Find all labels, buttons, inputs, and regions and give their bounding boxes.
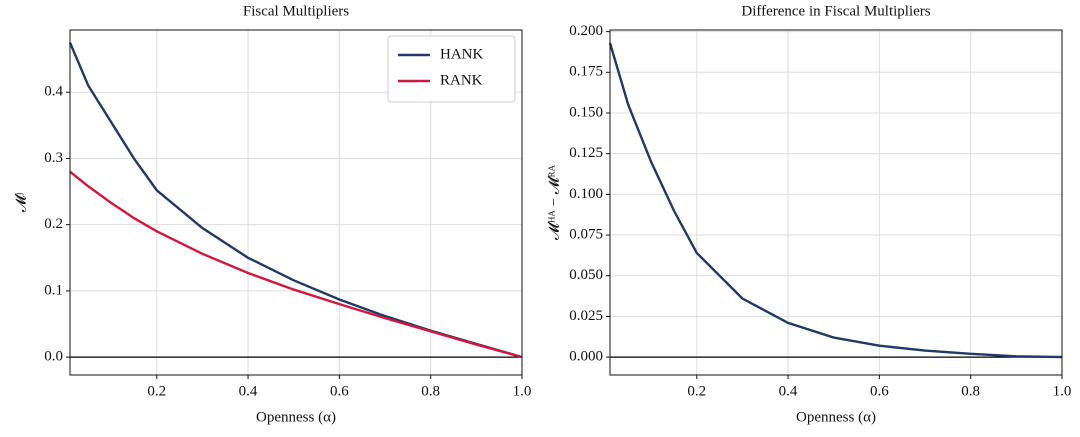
y-tick-label: 0.125 [569,145,603,161]
y-tick-label: 0.1 [44,282,63,298]
y-tick-label: 0.4 [44,84,63,100]
x-tick-label: 0.6 [330,383,349,399]
y-tick-label: 0.050 [569,267,603,283]
y-axis-label: 𝓜ʲ [13,193,29,212]
x-tick-label: 0.2 [687,383,706,399]
legend-label: RANK [440,72,483,88]
data-line [69,170,523,359]
x-tick-label: 0.4 [779,383,798,399]
y-tick-label: 0.3 [44,150,63,166]
x-tick-label: 0.8 [961,383,980,399]
y-tick-label: 0.175 [569,64,603,80]
y-tick-label: 0.000 [569,349,603,365]
legend: HANK RANK [387,35,516,103]
y-tick-label: 0.100 [569,186,603,202]
chart-title: Difference in Fiscal Multipliers [741,3,930,19]
x-tick-label: 0.8 [421,383,440,399]
x-axis-label: Openness (α) [256,409,336,425]
x-tick-label: 0.4 [239,383,258,399]
x-tick-label: 1.0 [513,383,532,399]
x-tick-label: 0.2 [147,383,166,399]
y-tick-label: 0.200 [569,23,603,39]
x-tick-label: 0.6 [870,383,889,399]
legend-box [387,35,516,103]
y-tick-label: 0.075 [569,226,603,242]
y-axis-label: 𝓜ᴴᴬ − 𝓜ᴿᴬ [546,164,562,240]
y-tick-label: 0.2 [44,216,63,232]
plot-frame [609,29,1063,376]
chart-title: Fiscal Multipliers [243,3,349,19]
y-tick-label: 0.0 [44,349,63,365]
y-tick-label: 0.150 [569,104,603,120]
plot-frame [69,29,523,376]
legend-label: HANK [440,46,483,62]
x-axis-label: Openness (α) [796,409,876,425]
y-tick-label: 0.025 [569,308,603,324]
x-tick-label: 1.0 [1053,383,1072,399]
data-line [608,42,1063,359]
